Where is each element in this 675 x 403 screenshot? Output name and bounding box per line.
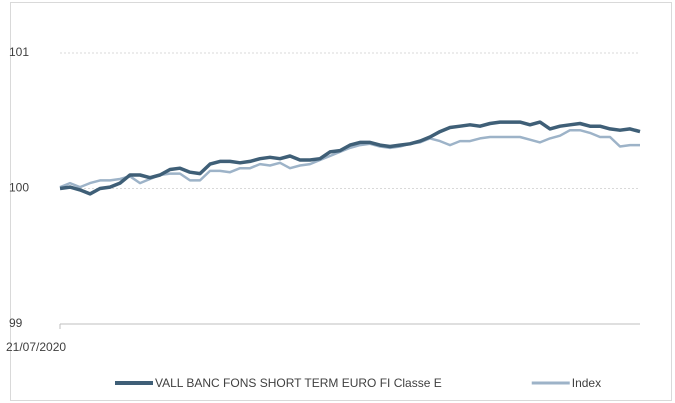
y-tick-label: 100: [9, 181, 29, 195]
chart-frame: [10, 2, 672, 401]
legend-label: Index: [572, 376, 601, 390]
y-tick-label: 99: [9, 316, 23, 330]
data-line: [59, 120, 641, 196]
x-tick-label: 21/07/2020: [6, 340, 66, 354]
y-tick-label: 101: [9, 45, 29, 59]
legend-label: VALL BANC FONS SHORT TERM EURO FI Classe…: [155, 376, 442, 390]
